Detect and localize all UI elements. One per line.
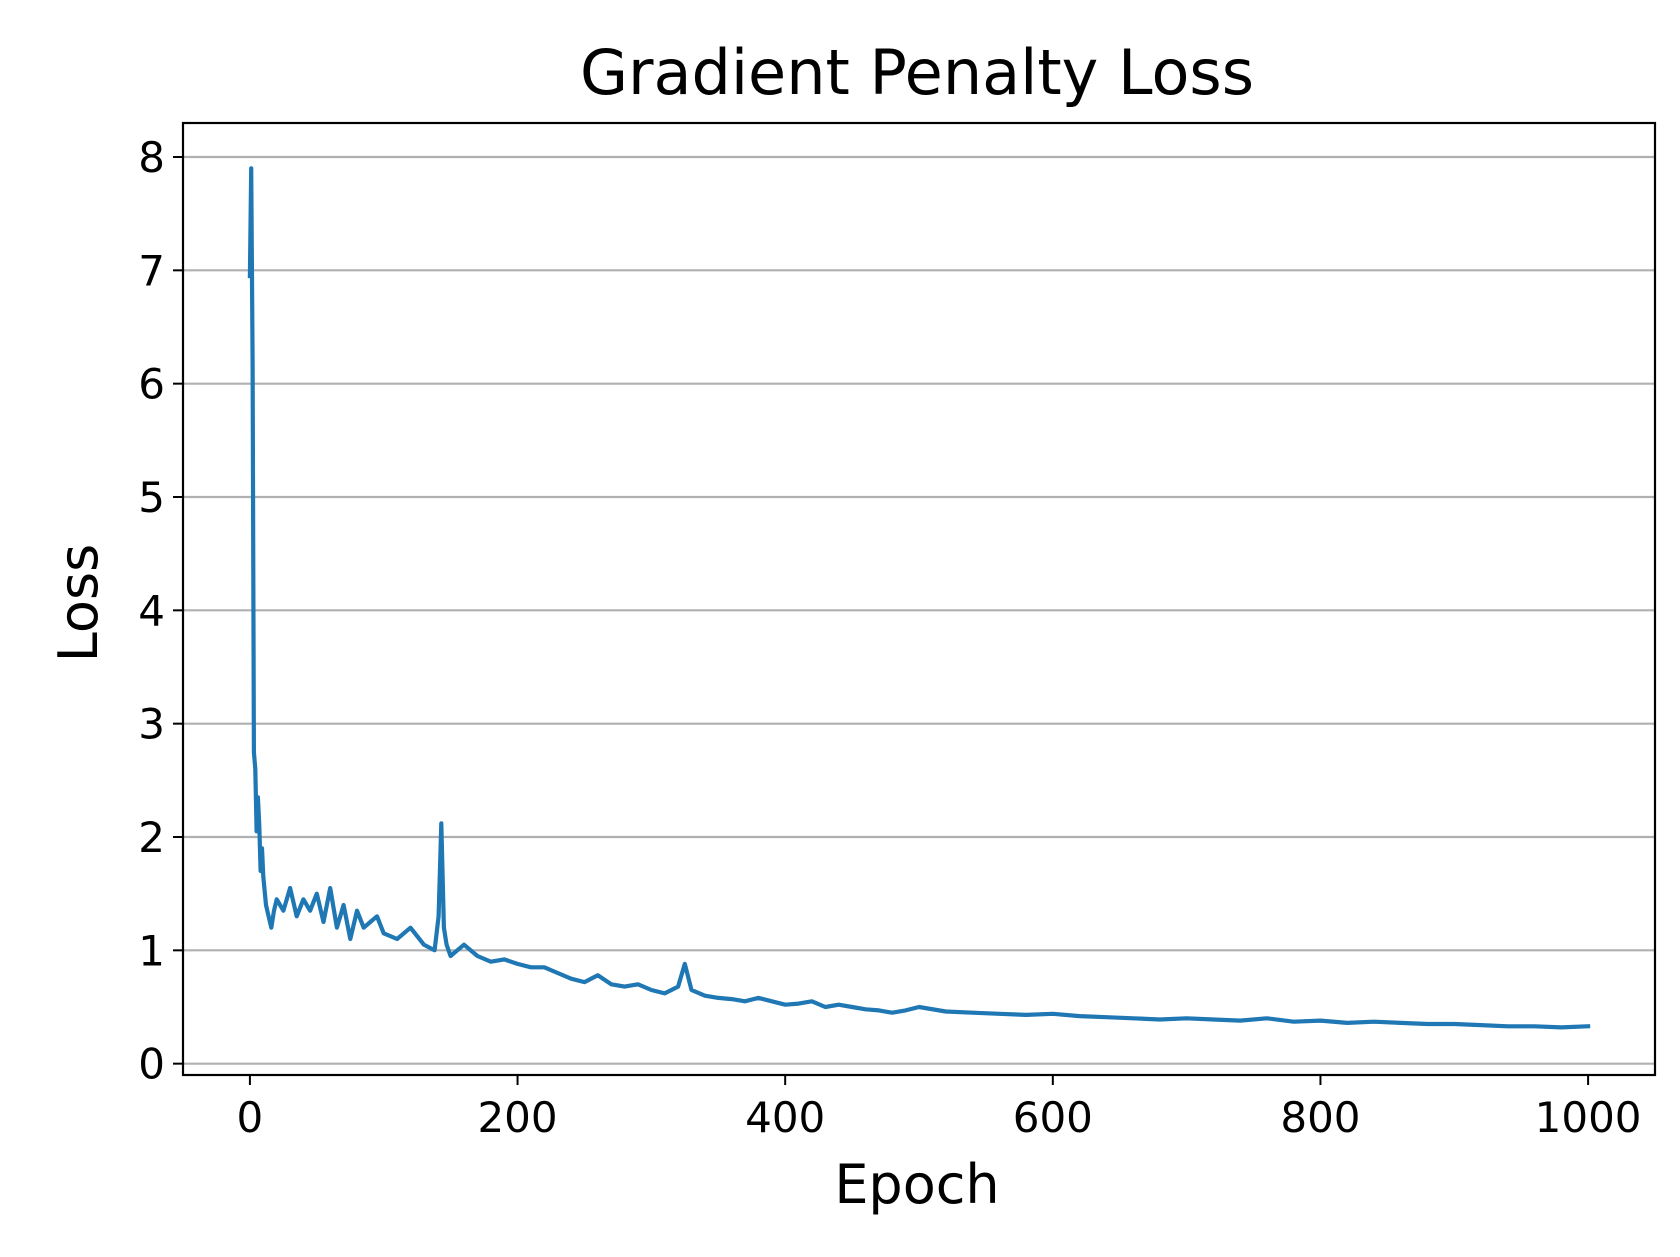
chart-title: Gradient Penalty Loss (580, 36, 1254, 109)
y-tick-label-3: 3 (138, 700, 165, 749)
x-tick-label-400: 400 (745, 1093, 825, 1142)
y-tick-label-5: 5 (138, 473, 165, 522)
x-tick-label-1000: 1000 (1535, 1093, 1642, 1142)
y-tick-label-6: 6 (138, 360, 165, 409)
y-tick-label-1: 1 (138, 926, 165, 975)
x-axis-label: Epoch (834, 1153, 999, 1216)
data-series (247, 166, 1591, 1030)
x-tick-label-200: 200 (477, 1093, 557, 1142)
y-tick-label-8: 8 (138, 133, 165, 182)
series-line-0 (247, 166, 1591, 1030)
y-tick-label-0: 0 (138, 1040, 165, 1089)
x-axis: 0 200 400 600 800 1000 (237, 1075, 1642, 1142)
x-tick-label-0: 0 (237, 1093, 264, 1142)
grid-lines (183, 155, 1655, 1065)
y-axis-label: Loss (47, 544, 110, 662)
y-tick-label-4: 4 (138, 586, 165, 635)
x-tick-label-800: 800 (1280, 1093, 1360, 1142)
y-axis: 0 1 2 3 4 5 6 7 8 (138, 133, 183, 1089)
y-tick-label-2: 2 (138, 813, 165, 862)
plot-frame (181, 121, 1657, 1077)
x-tick-label-600: 600 (1013, 1093, 1093, 1142)
y-tick-label-7: 7 (138, 246, 165, 295)
